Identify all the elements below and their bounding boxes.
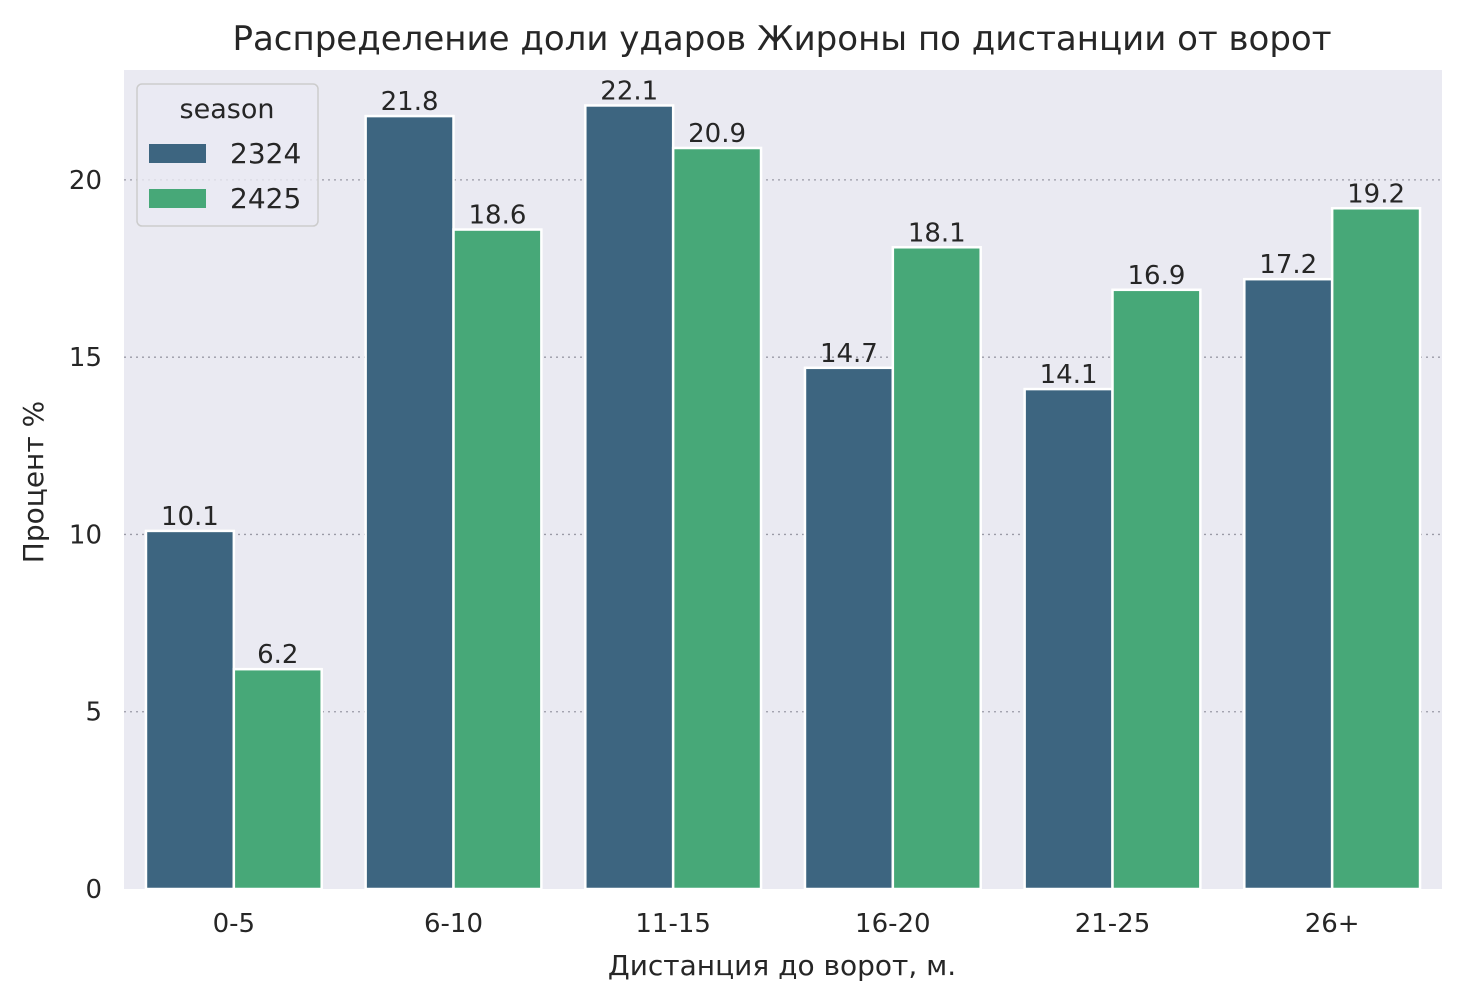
data-label-2425-26+: 19.2 <box>1347 179 1405 209</box>
data-label-2425-0-5: 6.2 <box>257 640 298 670</box>
legend-label-2324: 2324 <box>230 137 301 170</box>
bar-2324-11-15 <box>584 104 675 891</box>
bar-2425-21-25 <box>1111 288 1202 891</box>
chart-title: Распределение доли ударов Жироны по дист… <box>232 19 1331 59</box>
data-label-2425-21-25: 16.9 <box>1127 261 1185 291</box>
plot-area <box>124 70 1442 889</box>
grid-lines <box>124 179 1442 713</box>
data-label-2324-6-10: 21.8 <box>381 87 439 117</box>
bar-2425-26+ <box>1330 207 1422 891</box>
y-tick-label: 15 <box>69 343 102 373</box>
data-label-2324-16-20: 14.7 <box>820 339 878 369</box>
x-tick-label-6-10: 6-10 <box>424 909 483 939</box>
bar-2425-6-10 <box>452 228 543 891</box>
bar-2324-0-5 <box>144 529 236 891</box>
legend-label-2425: 2425 <box>230 182 301 215</box>
legend-swatch-2324 <box>149 144 206 163</box>
y-tick-label: 0 <box>85 875 102 905</box>
y-axis-label: Процент % <box>17 401 50 563</box>
data-label-2324-0-5: 10.1 <box>161 502 219 532</box>
legend-title: season <box>180 94 275 125</box>
x-tick-label-0-5: 0-5 <box>213 909 255 939</box>
bar-2425-11-15 <box>671 146 763 891</box>
x-tick-label-11-15: 11-15 <box>635 909 711 939</box>
bar-2324-6-10 <box>364 114 455 891</box>
legend: season 2324 2425 <box>136 83 319 227</box>
data-label-2425-6-10: 18.6 <box>468 201 526 231</box>
x-axis-ticks: 0-5 6-10 11-15 16-20 21-25 26+ <box>213 909 1360 939</box>
bar-2425-16-20 <box>891 246 982 891</box>
bar-2324-26+ <box>1243 277 1334 891</box>
data-label-2324-26+: 17.2 <box>1259 250 1317 280</box>
y-tick-label: 10 <box>69 520 102 550</box>
x-tick-label-26+: 26+ <box>1305 909 1360 939</box>
data-label-2324-11-15: 22.1 <box>600 76 658 106</box>
bar-2324-16-20 <box>803 366 895 891</box>
bars <box>144 104 1422 891</box>
x-axis-label: Дистанция до ворот, м. <box>608 949 956 982</box>
bar-2425-0-5 <box>232 667 323 891</box>
bar-2324-21-25 <box>1023 387 1114 891</box>
x-tick-label-21-25: 21-25 <box>1075 909 1151 939</box>
x-tick-label-16-20: 16-20 <box>855 909 931 939</box>
y-tick-label: 5 <box>85 698 102 728</box>
y-tick-label: 20 <box>69 166 102 196</box>
data-labels: 10.1 6.2 21.8 18.6 22.1 20.9 14.7 18.1 14.1 16.9 1… <box>161 76 1405 670</box>
y-axis-ticks: 0 5 10 15 20 <box>69 166 102 905</box>
data-label-2425-16-20: 18.1 <box>908 218 966 248</box>
data-label-2425-11-15: 20.9 <box>688 119 746 149</box>
data-label-2324-21-25: 14.1 <box>1040 360 1098 390</box>
legend-swatch-2425 <box>149 189 206 208</box>
